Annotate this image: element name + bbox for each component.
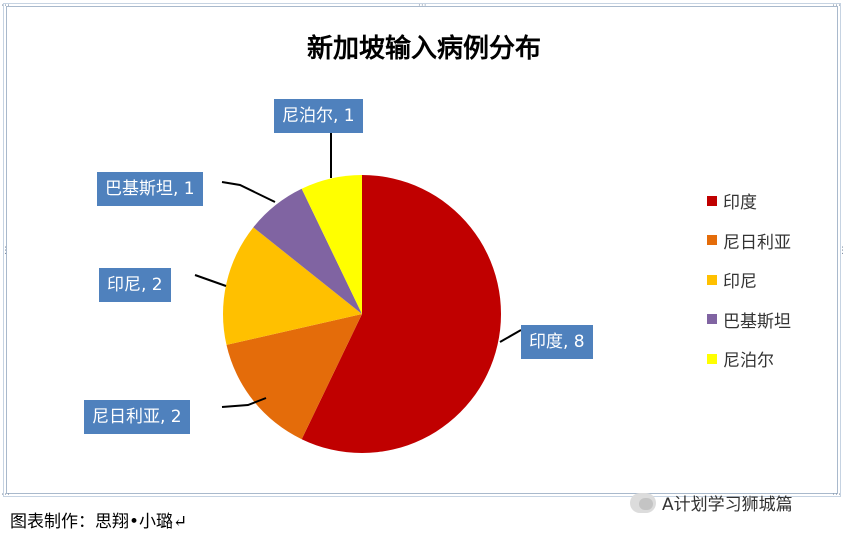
data-label-indonesia: 印尼, 2	[99, 268, 171, 302]
legend-swatch	[707, 314, 717, 325]
pie-slice-nepal	[301, 175, 362, 314]
legend-item-india: 印度	[707, 181, 791, 221]
chart-title: 新加坡输入病例分布	[306, 34, 541, 64]
legend-label: 印尼	[723, 272, 757, 293]
legend-label: 巴基斯坦	[723, 311, 791, 332]
pie-slice-indonesia	[223, 227, 362, 345]
watermark: A计划学习狮城篇	[630, 490, 793, 515]
legend-swatch	[707, 195, 717, 206]
resize-handle-top-right[interactable]: ⋯	[832, 1, 841, 11]
leader-line-pakistan	[221, 181, 276, 203]
leader-line-nigeria	[221, 397, 267, 408]
legend-item-indonesia: 印尼	[707, 260, 791, 300]
pie-slice-india	[301, 175, 501, 453]
chart-caption: 图表制作：思翔•小璐↵	[10, 512, 188, 532]
resize-handle-bottom-left[interactable]: ⋯	[1, 490, 10, 500]
resize-handle-top[interactable]: ···	[418, 1, 427, 11]
leader-line-indonesia	[194, 274, 227, 287]
legend-item-nigeria: 尼日利亚	[707, 221, 791, 261]
legend-label: 印度	[723, 193, 757, 214]
resize-handle-top-left[interactable]: ⋯	[1, 1, 10, 11]
chart-frame-outer	[3, 3, 841, 497]
legend: 印度尼日利亚印尼巴基斯坦尼泊尔	[707, 181, 791, 379]
resize-handle-bottom-right[interactable]: ⋯	[832, 490, 841, 500]
watermark-text: A计划学习狮城篇	[662, 495, 793, 515]
wechat-icon	[630, 492, 656, 513]
legend-item-pakistan: 巴基斯坦	[707, 300, 791, 340]
data-label-india: 印度, 8	[521, 325, 593, 359]
legend-label: 尼日利亚	[723, 232, 791, 253]
resize-handle-left[interactable]: ⋮	[1, 246, 10, 256]
legend-label: 尼泊尔	[723, 351, 774, 372]
data-label-pakistan: 巴基斯坦, 1	[97, 172, 203, 206]
legend-swatch	[707, 353, 717, 364]
pie-slice-nigeria	[226, 314, 362, 440]
pie-slice-pakistan	[253, 188, 362, 314]
legend-item-nepal: 尼泊尔	[707, 339, 791, 379]
resize-handle-right[interactable]: ⋮	[838, 246, 847, 256]
legend-swatch	[707, 235, 717, 246]
legend-swatch	[707, 274, 717, 285]
data-label-nigeria: 尼日利亚, 2	[84, 400, 190, 434]
leader-line-india	[499, 329, 522, 343]
data-label-nepal: 尼泊尔, 1	[274, 99, 363, 133]
